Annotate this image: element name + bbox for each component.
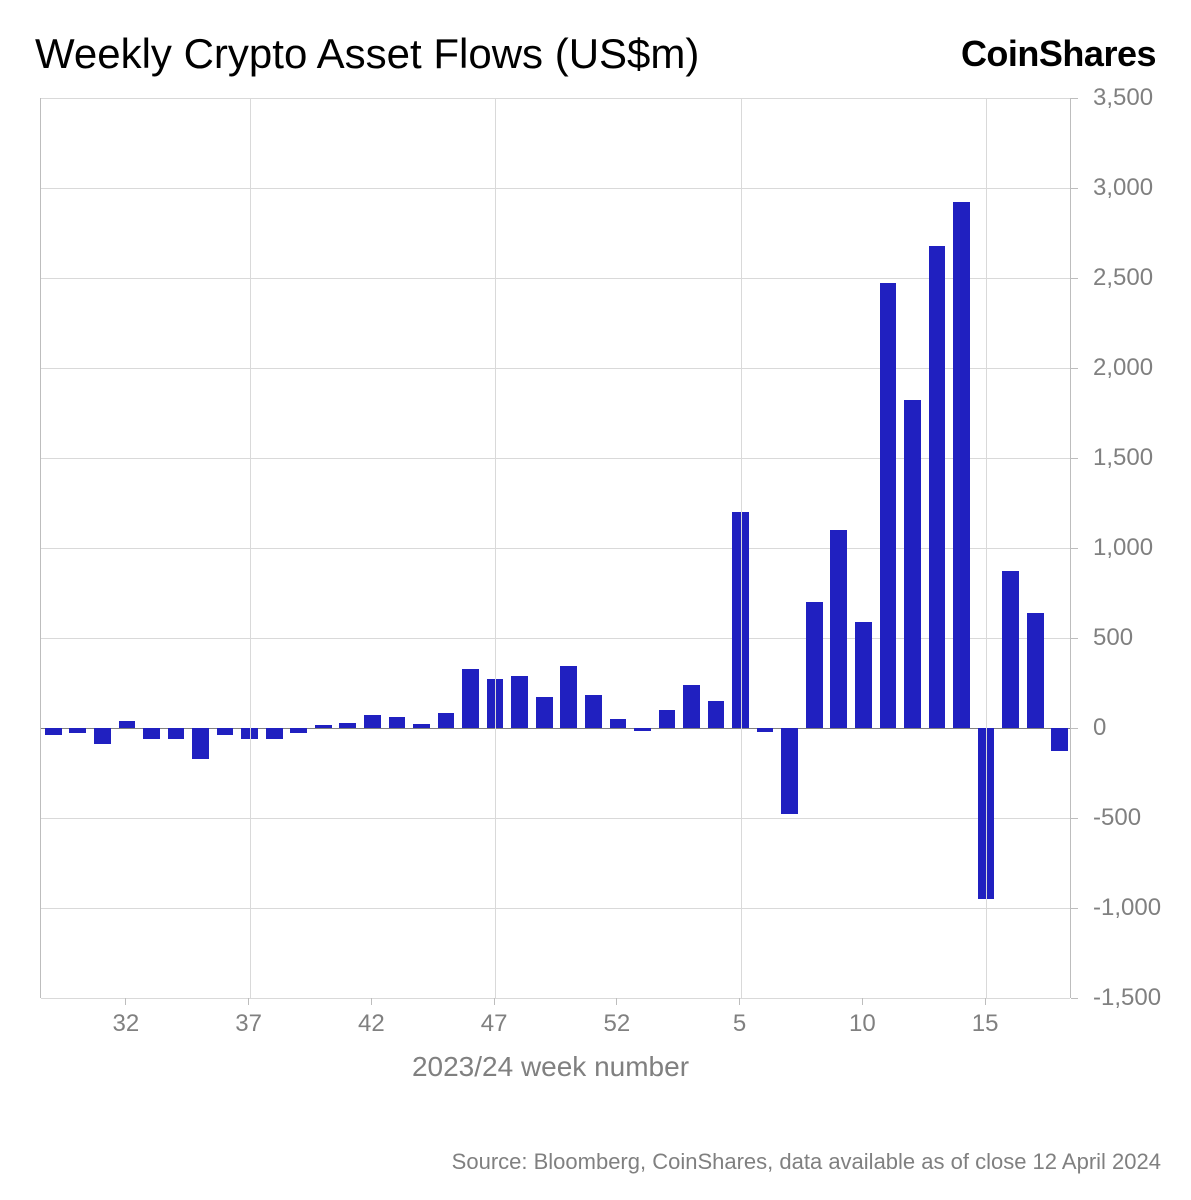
x-axis-label: 52: [604, 1010, 631, 1038]
h-gridline: [41, 998, 1070, 999]
y-axis-label: -1,500: [1081, 984, 1161, 1012]
bar: [708, 701, 725, 728]
v-gridline: [986, 98, 987, 998]
bar: [290, 728, 307, 733]
bar: [634, 728, 651, 731]
bar: [45, 728, 62, 735]
x-tick: [248, 998, 249, 1005]
y-axis-label: -1,000: [1081, 894, 1161, 922]
h-gridline: [41, 908, 1070, 909]
bar: [830, 530, 847, 728]
y-tick: [1071, 98, 1078, 99]
bar: [192, 728, 209, 759]
bar: [683, 685, 700, 728]
bar: [1051, 728, 1068, 751]
y-tick: [1071, 278, 1078, 279]
x-tick: [862, 998, 863, 1005]
x-axis-label: 10: [849, 1010, 876, 1038]
y-axis-label: 2,000: [1081, 354, 1161, 382]
bar: [69, 728, 86, 733]
bar: [217, 728, 234, 735]
y-tick: [1071, 548, 1078, 549]
y-axis-label: -500: [1081, 804, 1161, 832]
x-axis-label: 37: [235, 1010, 262, 1038]
bar: [94, 728, 111, 744]
x-tick: [125, 998, 126, 1005]
v-gridline: [495, 98, 496, 998]
y-axis-label: 2,500: [1081, 264, 1161, 292]
bar: [610, 719, 627, 728]
y-axis-label: 500: [1081, 624, 1161, 652]
bar: [855, 622, 872, 728]
h-gridline: [41, 818, 1070, 819]
bar: [266, 728, 283, 739]
bar: [904, 400, 921, 728]
v-gridline: [250, 98, 251, 998]
x-axis-label: 15: [972, 1010, 999, 1038]
y-tick: [1071, 908, 1078, 909]
h-gridline: [41, 188, 1070, 189]
bar: [438, 713, 455, 728]
bar: [119, 721, 136, 728]
chart-title: Weekly Crypto Asset Flows (US$m): [35, 30, 699, 78]
bar: [413, 724, 430, 729]
bar: [143, 728, 160, 739]
y-axis-label: 1,500: [1081, 444, 1161, 472]
y-tick: [1071, 728, 1078, 729]
x-axis-title: 2023/24 week number: [30, 1051, 1071, 1083]
chart-source: Source: Bloomberg, CoinShares, data avai…: [452, 1149, 1161, 1175]
y-tick: [1071, 638, 1078, 639]
bar: [781, 728, 798, 814]
x-tick: [985, 998, 986, 1005]
y-tick: [1071, 998, 1078, 999]
bar: [560, 666, 577, 728]
bar: [929, 246, 946, 728]
bar: [1002, 571, 1019, 728]
y-tick: [1071, 188, 1078, 189]
bar: [757, 728, 774, 732]
brand-logo: CoinShares: [961, 33, 1156, 75]
bar: [1027, 613, 1044, 728]
bar: [953, 202, 970, 728]
x-tick: [371, 998, 372, 1005]
y-axis-label: 3,000: [1081, 174, 1161, 202]
x-axis-label: 32: [113, 1010, 140, 1038]
bar: [585, 695, 602, 728]
x-axis-label: 42: [358, 1010, 385, 1038]
chart-plot-wrap: 2023/24 week number -1,500-1,000-5000500…: [30, 98, 1161, 1078]
x-tick: [739, 998, 740, 1005]
h-gridline: [41, 368, 1070, 369]
h-gridline: [41, 278, 1070, 279]
bar: [806, 602, 823, 728]
chart-container: Weekly Crypto Asset Flows (US$m) CoinSha…: [30, 20, 1161, 1180]
chart-plot-area: [40, 98, 1071, 998]
x-tick: [616, 998, 617, 1005]
bar: [511, 676, 528, 728]
chart-header: Weekly Crypto Asset Flows (US$m) CoinSha…: [30, 20, 1161, 98]
bar: [315, 725, 332, 728]
v-gridline: [741, 98, 742, 998]
x-axis-label: 47: [481, 1010, 508, 1038]
x-tick: [494, 998, 495, 1005]
bar: [880, 283, 897, 728]
bar: [536, 697, 553, 729]
bar: [339, 723, 356, 728]
y-axis-label: 1,000: [1081, 534, 1161, 562]
h-gridline: [41, 98, 1070, 99]
y-tick: [1071, 818, 1078, 819]
bar: [364, 715, 381, 728]
y-tick: [1071, 458, 1078, 459]
bar: [389, 717, 406, 728]
x-axis-label: 5: [733, 1010, 746, 1038]
bar: [462, 669, 479, 728]
y-axis-label: 3,500: [1081, 84, 1161, 112]
bar: [168, 728, 185, 739]
bar: [659, 710, 676, 728]
y-tick: [1071, 368, 1078, 369]
y-axis-label: 0: [1081, 714, 1161, 742]
